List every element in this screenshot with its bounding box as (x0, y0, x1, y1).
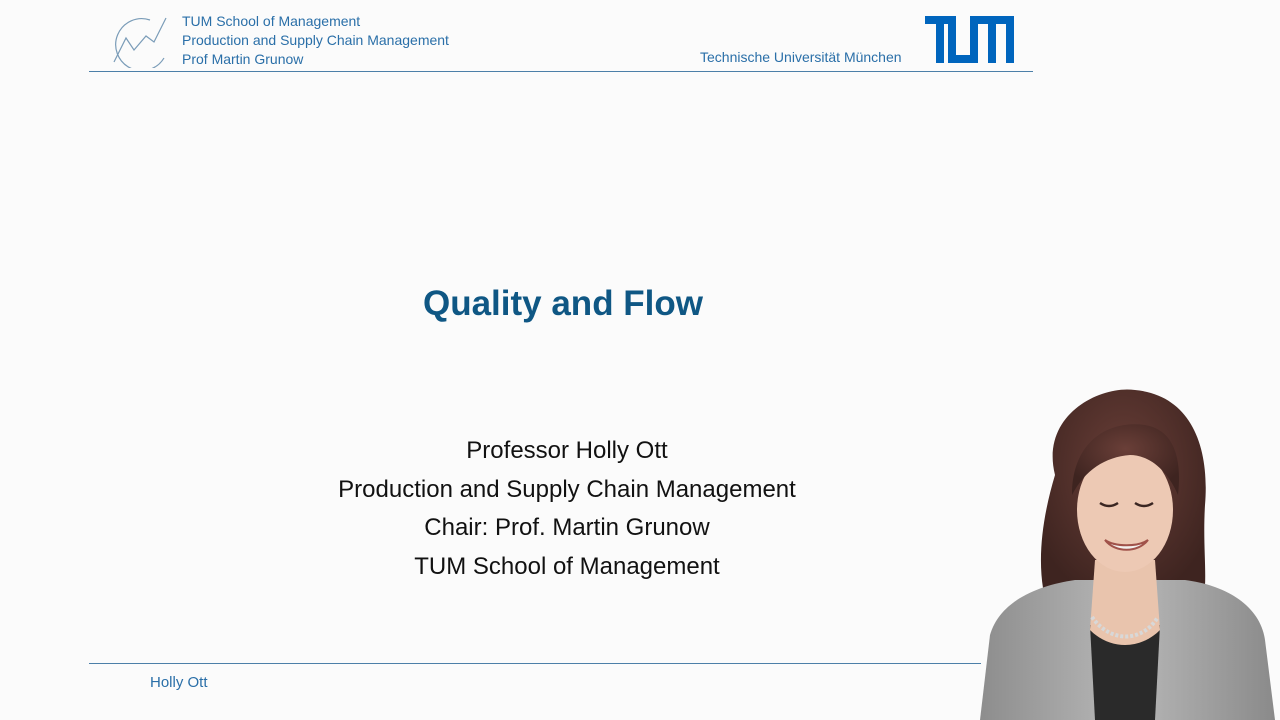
presenter-department: Production and Supply Chain Management (338, 475, 796, 503)
header-line-school: TUM School of Management (182, 13, 361, 29)
footer-divider (89, 663, 981, 664)
header-line-professor: Prof Martin Grunow (182, 50, 304, 67)
presenter-name: Professor Holly Ott (466, 437, 668, 464)
footer-author: Holly Ott (150, 674, 208, 691)
university-name: Technische Universität München (700, 49, 902, 65)
header-divider (89, 71, 1033, 72)
presenter-chair: Chair: Prof. Martin Grunow (424, 514, 710, 541)
header-affiliation: TUM School of Management Production and … (182, 12, 449, 68)
presenter-video (980, 389, 1275, 720)
slide-title: Quality and Flow (422, 284, 704, 323)
presenter-school: TUM School of Management (414, 552, 720, 580)
header-line-chair: Production and Supply Chain Management (182, 31, 449, 48)
chart-curve-icon (113, 17, 167, 68)
presenter-info: Professor Holly Ott Production and Suppl… (260, 432, 874, 586)
tum-logo (925, 16, 1014, 63)
